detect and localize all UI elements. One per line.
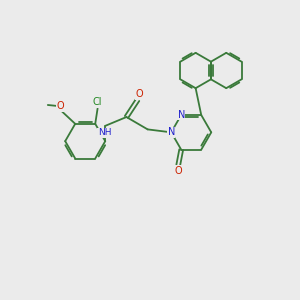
Text: Cl: Cl — [93, 97, 102, 107]
Text: N: N — [167, 127, 175, 137]
Text: O: O — [135, 89, 143, 99]
Text: O: O — [57, 101, 64, 112]
Text: NH: NH — [98, 128, 111, 137]
Text: O: O — [175, 166, 182, 176]
Text: N: N — [178, 110, 185, 120]
